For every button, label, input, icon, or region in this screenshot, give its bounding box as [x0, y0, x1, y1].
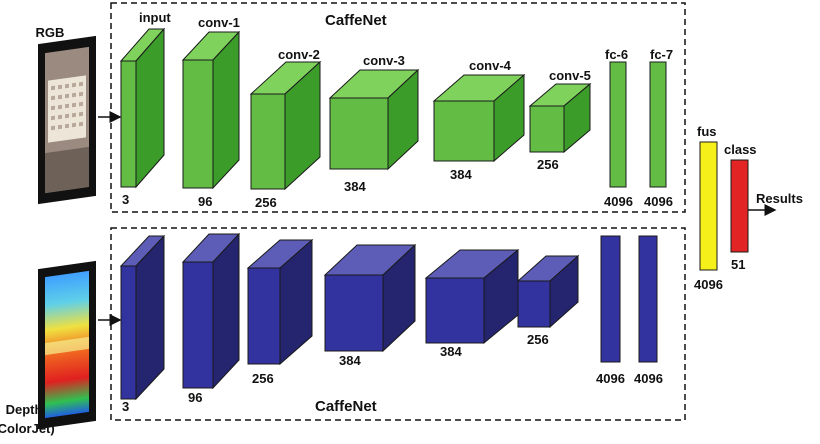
top-layer-size-conv-5: 256	[537, 157, 559, 172]
fus-size: 4096	[694, 277, 723, 292]
top-layer-fc-7	[649, 61, 667, 188]
rgb-image	[38, 35, 96, 205]
bottom-layer-7	[600, 235, 621, 363]
bottom-layer-size-3: 256	[252, 371, 274, 386]
top-layer-size-fc-7: 4096	[644, 194, 673, 209]
top-layer-conv-3	[328, 68, 420, 171]
bottom-layer-size-6: 256	[527, 332, 549, 347]
bottom-layer-size-1: 3	[122, 399, 129, 414]
bottom-layer-size-5: 384	[440, 344, 462, 359]
bottom-stream-layers: 3 96 256 384 384 256 4096 4096	[119, 232, 663, 414]
depth-image	[38, 260, 96, 430]
bottom-layer-4	[323, 243, 417, 353]
top-layer-input	[119, 27, 166, 189]
top-layer-size-fc-6: 4096	[604, 194, 633, 209]
top-layer-name-fc-6: fc-6	[605, 47, 628, 62]
bottom-layer-1	[119, 234, 166, 401]
bottom-layer-8	[638, 235, 658, 363]
rgb-label: RGB	[36, 25, 65, 40]
bottom-stream-title: CaffeNet	[315, 398, 377, 415]
top-layer-name-conv-1: conv-1	[198, 15, 240, 30]
top-layer-size-input: 3	[122, 192, 129, 207]
bottom-layer-5	[424, 248, 520, 345]
bottom-layer-size-4: 384	[339, 353, 361, 368]
top-layer-name-input: input	[139, 10, 171, 25]
class-layer	[730, 159, 749, 253]
class-label: class	[724, 142, 757, 157]
top-layer-name-fc-7: fc-7	[650, 47, 673, 62]
depth-label-line1: Depth	[6, 402, 43, 417]
bottom-layer-size-2: 96	[188, 390, 202, 405]
top-stream-layers: input 3 conv-1 96 conv-2 256 conv-3 384 conv-4 38…	[119, 10, 673, 210]
top-layer-size-conv-4: 384	[450, 167, 472, 182]
bottom-layer-size-7: 4096	[596, 371, 625, 386]
top-layer-name-conv-4: conv-4	[469, 58, 512, 73]
top-layer-conv-2	[249, 60, 322, 191]
top-layer-size-conv-1: 96	[198, 194, 212, 209]
top-stream-box	[110, 2, 686, 213]
top-layer-fc-6	[609, 61, 627, 188]
top-layer-name-conv-2: conv-2	[278, 47, 320, 62]
top-layer-name-conv-3: conv-3	[363, 53, 405, 68]
top-stream-title: CaffeNet	[325, 12, 387, 29]
top-layer-size-conv-3: 384	[344, 179, 366, 194]
top-layer-size-conv-2: 256	[255, 195, 277, 210]
class-size: 51	[731, 257, 745, 272]
fus-label: fus	[697, 124, 717, 139]
bottom-layer-3	[246, 238, 314, 366]
bottom-layer-size-8: 4096	[634, 371, 663, 386]
bottom-layer-6	[516, 254, 580, 329]
results-label: Results	[756, 191, 803, 206]
bottom-layer-2	[181, 232, 241, 390]
depth-label-line2: (ColorJet)	[0, 421, 55, 436]
top-layer-conv-1	[181, 30, 241, 190]
fus-layer	[699, 141, 718, 271]
top-layer-conv-4	[432, 73, 526, 163]
top-layer-name-conv-5: conv-5	[549, 68, 591, 83]
top-layer-conv-5	[528, 82, 592, 154]
